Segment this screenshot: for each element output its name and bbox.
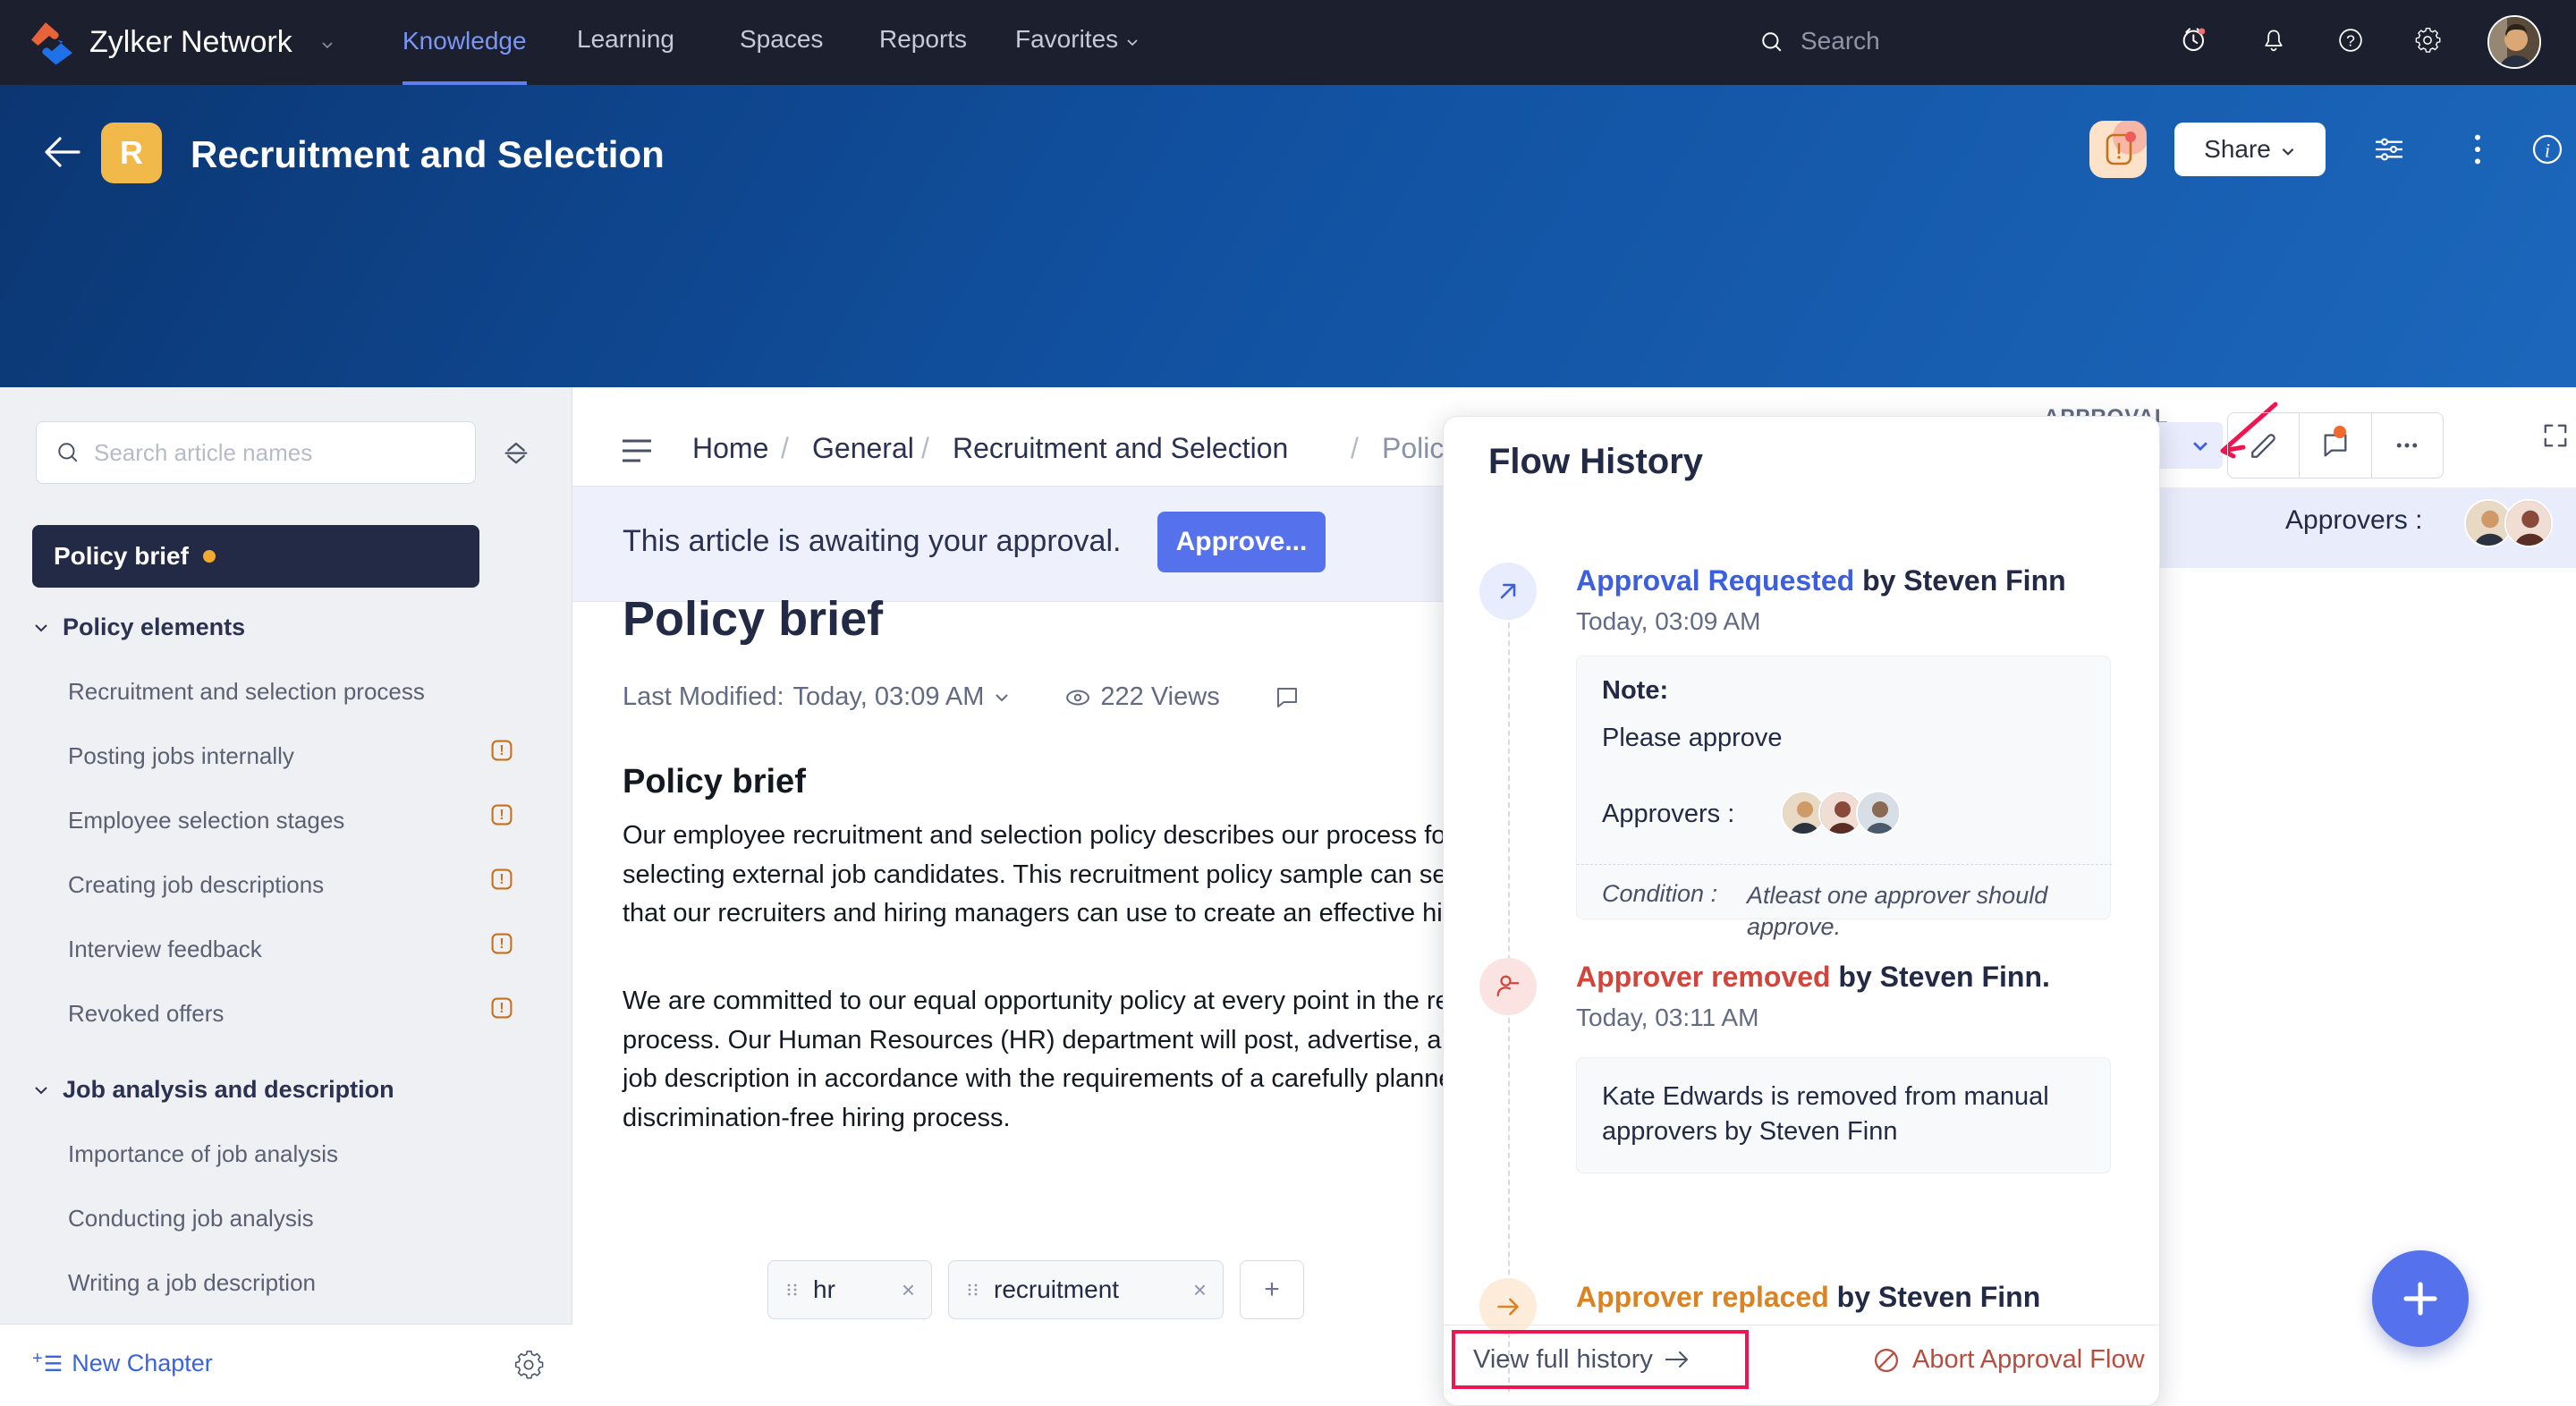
svg-text:!: ! bbox=[499, 1001, 504, 1016]
svg-text:!: ! bbox=[499, 743, 504, 758]
svg-text:!: ! bbox=[499, 936, 504, 952]
svg-text:!: ! bbox=[499, 872, 504, 887]
svg-text:?: ? bbox=[2346, 31, 2355, 49]
svg-text:!: ! bbox=[499, 808, 504, 823]
svg-text:i: i bbox=[2545, 139, 2550, 161]
